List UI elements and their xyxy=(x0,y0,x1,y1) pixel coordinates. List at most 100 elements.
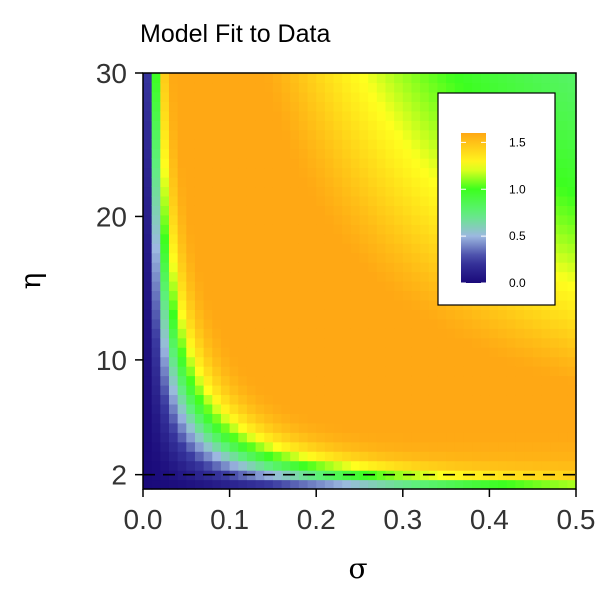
heatmap-cell xyxy=(168,318,179,329)
heatmap-cell xyxy=(411,205,421,216)
heatmap-cell xyxy=(411,195,421,206)
heatmap-cell xyxy=(532,366,542,377)
heatmap-cell xyxy=(385,73,395,84)
heatmap-cell xyxy=(446,422,456,433)
heatmap-cell xyxy=(194,271,205,282)
heatmap-cell xyxy=(402,413,413,424)
heatmap-cell xyxy=(238,394,248,405)
heatmap-cell xyxy=(281,139,291,150)
heatmap-cell xyxy=(472,403,482,414)
heatmap-cell xyxy=(290,262,300,273)
heatmap-cell xyxy=(246,214,257,225)
heatmap-cell xyxy=(186,413,196,424)
heatmap-cell xyxy=(463,82,473,93)
heatmap-cell xyxy=(290,356,300,367)
heatmap-cell xyxy=(281,356,291,367)
heatmap-cell xyxy=(290,394,300,405)
heatmap-cell xyxy=(342,356,352,367)
heatmap-cell xyxy=(515,318,525,329)
heatmap-cell xyxy=(350,82,361,93)
heatmap-cell xyxy=(385,120,395,131)
heatmap-cell xyxy=(186,337,196,348)
heatmap-cell xyxy=(151,328,161,339)
heatmap-cell xyxy=(558,177,568,188)
heatmap-cell xyxy=(324,337,335,348)
heatmap-cell xyxy=(238,441,248,452)
heatmap-cell xyxy=(558,281,568,292)
heatmap-cell xyxy=(168,271,179,282)
heatmap-cell xyxy=(376,432,387,443)
heatmap-cell xyxy=(428,224,439,235)
heatmap-cell xyxy=(498,441,508,452)
heatmap-cell xyxy=(272,366,283,377)
heatmap-cell xyxy=(212,82,222,93)
heatmap-cell xyxy=(160,309,170,320)
heatmap-cell xyxy=(151,205,161,216)
heatmap-cell xyxy=(264,394,274,405)
heatmap-cell xyxy=(428,243,439,254)
heatmap-cell xyxy=(420,356,430,367)
heatmap-cell xyxy=(203,337,213,348)
heatmap-cell xyxy=(160,148,170,159)
heatmap-cell xyxy=(324,186,335,197)
heatmap-cell xyxy=(255,271,265,282)
heatmap-cell xyxy=(316,432,326,443)
heatmap-cell xyxy=(333,441,343,452)
heatmap-cell xyxy=(229,328,239,339)
heatmap-cell xyxy=(264,214,274,225)
heatmap-cell xyxy=(350,186,361,197)
heatmap-cell xyxy=(177,375,187,386)
heatmap-cell xyxy=(558,73,568,84)
heatmap-cell xyxy=(333,195,343,206)
heatmap-cell xyxy=(316,262,326,273)
heatmap-cell xyxy=(567,91,577,102)
heatmap-cell xyxy=(255,167,265,178)
heatmap-cell xyxy=(472,73,482,84)
heatmap-cell xyxy=(229,148,239,159)
heatmap-cell xyxy=(472,422,482,433)
heatmap-cell xyxy=(385,337,395,348)
heatmap-cell xyxy=(246,299,257,310)
heatmap-cell xyxy=(524,73,534,84)
heatmap-cell xyxy=(350,479,361,490)
heatmap-cell xyxy=(532,337,542,348)
heatmap-cell xyxy=(168,91,179,102)
heatmap-cell xyxy=(194,233,205,244)
heatmap-cell xyxy=(212,318,222,329)
heatmap-cell xyxy=(255,337,265,348)
heatmap-cell xyxy=(316,385,326,396)
heatmap-cell xyxy=(532,356,542,367)
heatmap-cell xyxy=(229,385,239,396)
heatmap-cell xyxy=(437,328,447,339)
heatmap-cell xyxy=(324,205,335,216)
heatmap-cell xyxy=(394,139,404,150)
heatmap-cell xyxy=(177,290,187,301)
heatmap-cell xyxy=(558,139,568,150)
heatmap-cell xyxy=(264,366,274,377)
heatmap-cell xyxy=(359,252,369,263)
heatmap-cell xyxy=(333,82,343,93)
heatmap-cell xyxy=(342,224,352,235)
heatmap-cell xyxy=(359,167,369,178)
heatmap-cell xyxy=(298,186,309,197)
heatmap-cell xyxy=(480,73,490,84)
heatmap-cell xyxy=(298,214,309,225)
heatmap-cell xyxy=(515,441,525,452)
heatmap-cell xyxy=(168,441,179,452)
heatmap-cell xyxy=(238,470,248,481)
heatmap-cell xyxy=(290,148,300,159)
heatmap-cell xyxy=(385,243,395,254)
heatmap-cell xyxy=(168,460,179,471)
heatmap-cell xyxy=(272,177,283,188)
heatmap-cell xyxy=(212,356,222,367)
heatmap-cell xyxy=(272,422,283,433)
heatmap-cell xyxy=(316,318,326,329)
heatmap-cell xyxy=(446,375,456,386)
heatmap-cell xyxy=(333,271,343,282)
heatmap-cell xyxy=(246,243,257,254)
heatmap-cell xyxy=(186,441,196,452)
heatmap-cell xyxy=(541,82,551,93)
heatmap-cell xyxy=(324,441,335,452)
heatmap-cell xyxy=(515,356,525,367)
heatmap-cell xyxy=(342,281,352,292)
